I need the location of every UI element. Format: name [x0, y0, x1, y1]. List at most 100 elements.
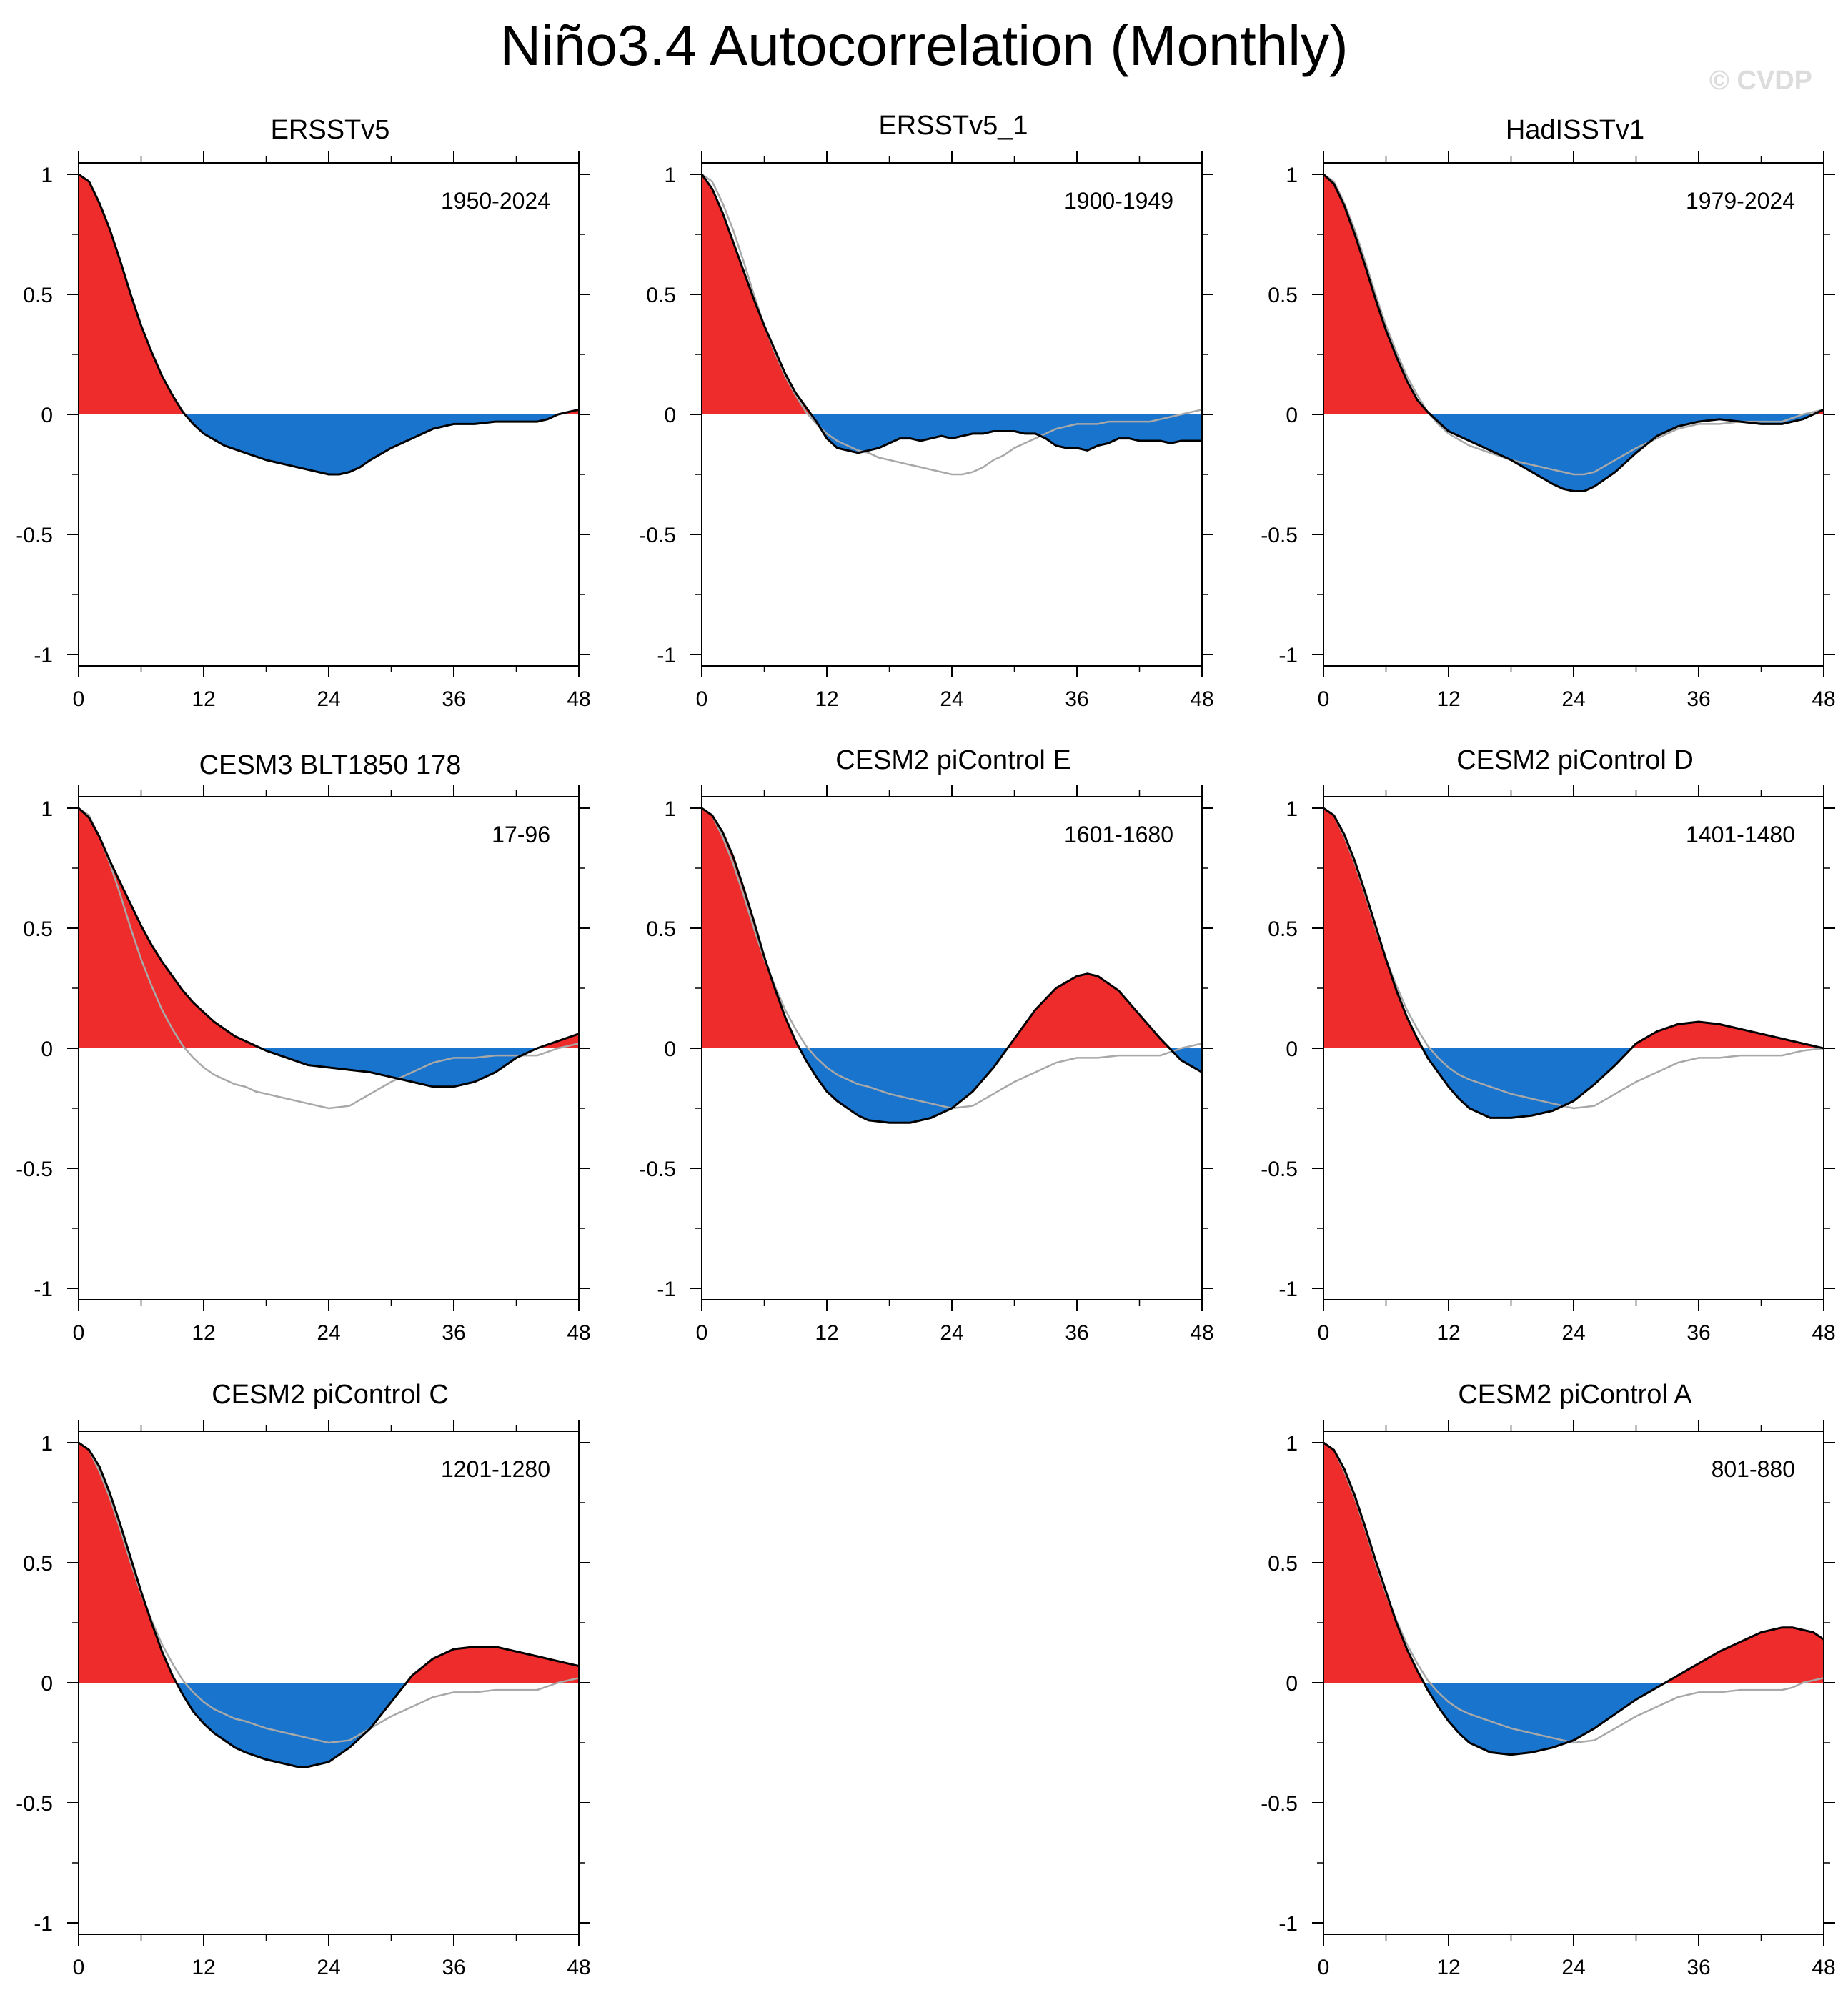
y-tick-label: -0.5: [1261, 524, 1298, 547]
chart-panel: 0 12 24 36 48 1 0.5 0 -0.5 -1 ERSSTv5 1950-2024: [16, 115, 590, 711]
y-tick-label: -0.5: [16, 1158, 53, 1181]
y-tick-label: -1: [34, 644, 53, 667]
model-series-line: [79, 173, 579, 476]
x-tick-label: 24: [1561, 1956, 1585, 1979]
reference-series-line: [1323, 173, 1824, 476]
x-tick-label: 24: [317, 687, 340, 711]
negative-fill-area: [1323, 1048, 1824, 1118]
negative-fill-area: [1323, 1683, 1824, 1755]
panel-title: HadISSTv1: [1506, 115, 1644, 145]
y-tick-label: -0.5: [1261, 1158, 1298, 1181]
positive-fill-area: [79, 1443, 579, 1683]
x-tick-label: 12: [1436, 1321, 1460, 1345]
model-series-line: [79, 1441, 579, 1768]
chart-panel: 0 12 24 36 48 1 0.5 0 -0.5 -1 CESM2 piControl D 140…: [1261, 745, 1835, 1345]
x-tick-label: 0: [73, 687, 85, 711]
negative-fill-area: [79, 1683, 579, 1767]
y-tick-label: 0: [664, 404, 676, 427]
figure-title: Niño3.4 Autocorrelation (Monthly): [500, 14, 1348, 77]
y-tick-label: -0.5: [639, 1158, 676, 1181]
period-label: 1950-2024: [441, 188, 550, 214]
y-tick-label: -1: [34, 1912, 53, 1936]
panel-title: CESM2 piControl A: [1458, 1380, 1692, 1410]
x-tick-label: 24: [1561, 1321, 1585, 1345]
y-tick-label: 0: [664, 1038, 676, 1061]
y-tick-label: -0.5: [16, 1792, 53, 1816]
positive-fill-area: [1323, 808, 1824, 1048]
chart-panel: 0 12 24 36 48 1 0.5 0 -0.5 -1 CESM3 BLT1850 178 17-…: [16, 750, 590, 1345]
period-label: 1401-1480: [1686, 822, 1795, 847]
period-label: 1900-1949: [1064, 188, 1173, 214]
positive-fill-area: [79, 174, 579, 414]
negative-fill-area: [702, 1048, 1202, 1123]
x-tick-label: 0: [73, 1956, 85, 1979]
x-tick-label: 12: [815, 687, 838, 711]
x-tick-label: 24: [317, 1956, 340, 1979]
x-tick-label: 48: [567, 687, 590, 711]
period-label: 1601-1680: [1064, 822, 1173, 847]
x-tick-label: 48: [1812, 1956, 1835, 1979]
x-tick-label: 0: [696, 1321, 708, 1345]
y-tick-label: 1: [41, 797, 53, 821]
x-tick-label: 24: [940, 1321, 963, 1345]
x-tick-label: 48: [567, 1321, 590, 1345]
positive-fill-area: [79, 808, 579, 1048]
model-series-line: [79, 807, 579, 1088]
y-tick-label: -1: [34, 1278, 53, 1301]
panel-title: ERSSTv5_1: [878, 111, 1028, 141]
chart-panel: 0 12 24 36 48 1 0.5 0 -0.5 -1 CESM2 piControl A 801…: [1261, 1380, 1835, 1979]
y-tick-label: 1: [41, 164, 53, 187]
y-tick-label: 0.5: [646, 917, 676, 941]
x-tick-label: 24: [317, 1321, 340, 1345]
y-tick-label: 0: [1286, 1038, 1298, 1061]
chart-panel: 0 12 24 36 48 1 0.5 0 -0.5 -1 ERSSTv5_1 1900-1949: [639, 111, 1213, 711]
y-tick-label: -0.5: [1261, 1792, 1298, 1816]
y-tick-label: -1: [657, 1278, 676, 1301]
y-tick-label: -1: [657, 644, 676, 667]
period-label: 1201-1280: [441, 1456, 550, 1482]
x-tick-label: 12: [815, 1321, 838, 1345]
model-series-line: [702, 174, 1202, 454]
x-tick-label: 36: [442, 1956, 465, 1979]
y-tick-label: 1: [41, 1432, 53, 1456]
y-tick-label: 0: [41, 1038, 53, 1061]
x-tick-label: 36: [442, 687, 465, 711]
positive-fill-area: [702, 174, 1202, 414]
y-tick-label: 0.5: [646, 284, 676, 307]
x-tick-label: 0: [1318, 1956, 1330, 1979]
x-tick-label: 48: [1190, 1321, 1213, 1345]
x-tick-label: 12: [192, 687, 215, 711]
positive-fill-area: [702, 808, 1202, 1048]
x-tick-label: 0: [1318, 1321, 1330, 1345]
x-tick-label: 36: [1065, 1321, 1088, 1345]
period-label: 801-880: [1712, 1456, 1795, 1482]
x-tick-label: 24: [940, 687, 963, 711]
model-series-line: [702, 807, 1202, 1124]
x-tick-label: 36: [1686, 1321, 1710, 1345]
panel-title: CESM3 BLT1850 178: [199, 750, 462, 780]
x-tick-label: 36: [1065, 687, 1088, 711]
y-tick-label: 1: [664, 164, 676, 187]
y-tick-label: 1: [1286, 164, 1298, 187]
chart-panel: 0 12 24 36 48 1 0.5 0 -0.5 -1 CESM2 piControl C 120…: [16, 1380, 590, 1979]
x-tick-label: 12: [1436, 1956, 1460, 1979]
y-tick-label: 0.5: [1268, 917, 1298, 941]
x-tick-label: 12: [192, 1321, 215, 1345]
y-tick-label: 0: [1286, 1672, 1298, 1696]
x-tick-label: 0: [73, 1321, 85, 1345]
x-tick-label: 0: [1318, 687, 1330, 711]
x-tick-label: 36: [1686, 1956, 1710, 1979]
x-tick-label: 24: [1561, 687, 1585, 711]
y-tick-label: -1: [1278, 644, 1298, 667]
x-tick-label: 48: [567, 1956, 590, 1979]
y-tick-label: 1: [1286, 797, 1298, 821]
model-series-line: [1323, 173, 1824, 492]
y-tick-label: -1: [1278, 1278, 1298, 1301]
negative-fill-area: [79, 414, 579, 474]
y-tick-label: 1: [664, 797, 676, 821]
positive-fill-area: [1323, 1443, 1824, 1683]
x-tick-label: 36: [1686, 687, 1710, 711]
y-tick-label: -0.5: [639, 524, 676, 547]
y-tick-label: 0.5: [1268, 1552, 1298, 1576]
